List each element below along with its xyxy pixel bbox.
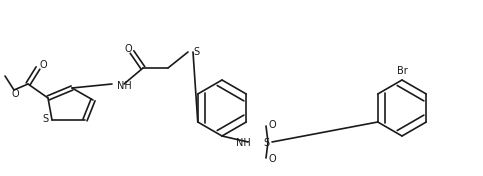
Text: S: S — [263, 138, 269, 148]
Text: S: S — [193, 47, 199, 57]
Text: Br: Br — [397, 66, 407, 76]
Text: O: O — [268, 154, 276, 164]
Text: O: O — [268, 120, 276, 130]
Text: O: O — [39, 60, 47, 70]
Text: S: S — [42, 114, 48, 124]
Text: O: O — [11, 89, 19, 99]
Text: NH: NH — [117, 81, 132, 91]
Text: NH: NH — [236, 138, 251, 148]
Text: O: O — [124, 44, 132, 54]
